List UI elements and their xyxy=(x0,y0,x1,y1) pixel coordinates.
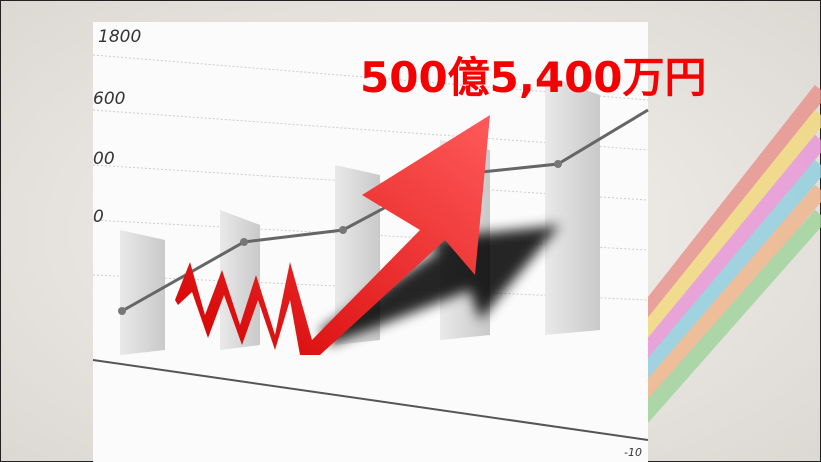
axis-label: 600 xyxy=(93,89,125,109)
red-arrow xyxy=(175,115,490,355)
headline: 500億5,400万円 xyxy=(360,53,707,102)
axis-label: 00 xyxy=(93,149,115,169)
axis-label: 1800 xyxy=(98,27,141,47)
axis-label: -10 xyxy=(624,446,642,459)
photo: 1800 600 00 0 -10 xyxy=(92,22,649,462)
axis-label: 0 xyxy=(93,207,104,227)
rainbow-stripes xyxy=(633,85,821,426)
